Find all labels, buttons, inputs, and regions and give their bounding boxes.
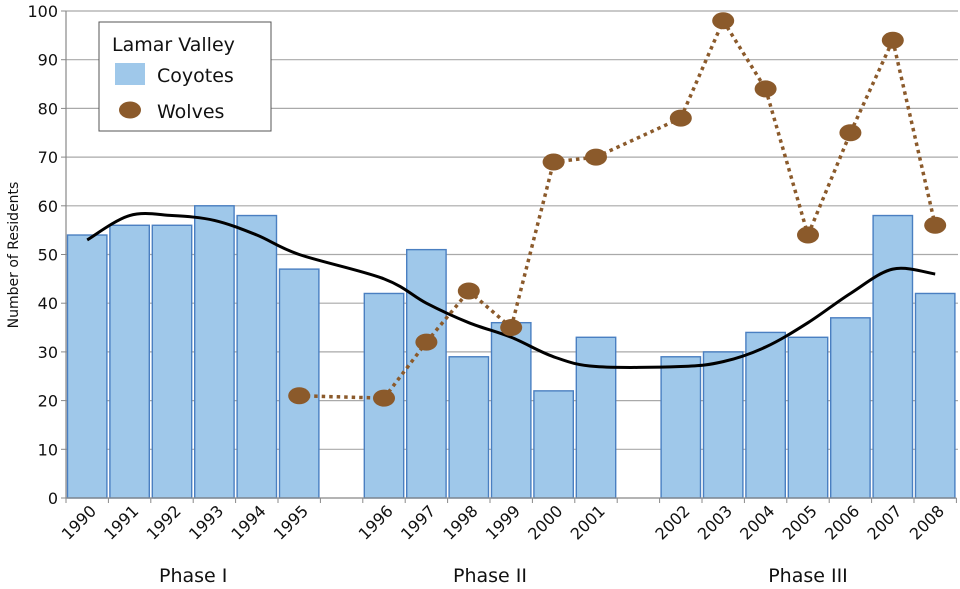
y-tick-label: 20: [38, 392, 58, 411]
wolves-line-segment: [806, 132, 853, 236]
point-wolves-2000: [542, 153, 565, 171]
coyote-bars: [66, 205, 956, 499]
bar-coyotes-2000: [533, 390, 575, 499]
bar-coyotes-1991: [109, 224, 151, 499]
y-tick-label: 80: [38, 99, 58, 118]
point-wolves-2007: [881, 31, 904, 49]
wolves-line-segment: [848, 39, 895, 134]
legend-title: Lamar Valley: [112, 34, 235, 56]
y-tick-label: 10: [38, 440, 58, 459]
point-wolves-2002: [669, 109, 692, 127]
legend-wolves-marker: [119, 101, 141, 119]
trend-line-path: [86, 212, 936, 369]
x-tick-label: 2003: [694, 501, 736, 543]
bar-coyotes-2007: [872, 214, 914, 499]
wolves-line-segment: [299, 393, 385, 400]
wolves-line-segment: [763, 88, 810, 236]
x-tick-label: 1995: [270, 501, 312, 543]
x-tick-label: 2000: [524, 501, 566, 543]
legend-wolves-label: Wolves: [157, 101, 224, 123]
y-tick-label: 100: [27, 2, 58, 21]
point-wolves-1996: [373, 389, 395, 407]
legend-coyotes-label: Coyotes: [157, 65, 234, 87]
y-axis-title: Number of Residents: [6, 182, 22, 329]
bar-coyotes-2004: [745, 331, 787, 499]
point-wolves-2003: [712, 12, 735, 30]
y-tick-labels: 0 10 20 30 40 50 60 70 80 90 100: [27, 2, 58, 508]
y-tick-label: 40: [38, 294, 58, 313]
x-tick-label: 1993: [185, 501, 227, 543]
bar-coyotes-2003: [702, 351, 744, 499]
point-wolves-2008: [924, 216, 947, 234]
wolves-line-segment: [891, 39, 937, 226]
bar-coyotes-1998: [448, 356, 490, 499]
wolves-line-segment: [595, 116, 682, 159]
wolves-line-segment: [425, 289, 471, 344]
y-tick-label: 0: [48, 489, 58, 508]
x-tick-label: 1997: [397, 501, 439, 543]
bar-coyotes-1994: [236, 214, 278, 499]
bar-coyotes-1997: [406, 248, 447, 499]
x-tick-labels: 1990 1991 1992 1993 1994 1995 1996 1997 1998 1999…: [58, 501, 948, 543]
x-tick-label: 2008: [906, 501, 948, 543]
y-tick-label: 70: [38, 148, 58, 167]
x-tick-label: 2005: [779, 501, 821, 543]
bar-coyotes-1990: [66, 234, 108, 499]
bar-coyotes-2006: [830, 317, 871, 499]
bar-coyotes-1995: [278, 268, 320, 499]
coyote-trend-line: [86, 212, 936, 369]
point-wolves-2001: [585, 148, 607, 166]
bar-coyotes-1996: [363, 292, 405, 499]
x-tick-label: 2006: [821, 501, 863, 543]
point-wolves-1999: [500, 319, 523, 337]
wolves-line-segment: [509, 161, 556, 328]
x-tick-label: 2004: [736, 501, 778, 543]
bar-coyotes-1993: [193, 205, 235, 499]
bar-coyotes-2008: [914, 292, 956, 499]
point-wolves-2005: [797, 226, 819, 244]
bar-coyotes-2001: [575, 336, 617, 499]
bar-coyotes-2005: [787, 336, 829, 499]
wolves-line-segment: [721, 19, 768, 90]
bar-coyotes-2002: [660, 356, 702, 499]
x-tick-label: 1990: [58, 501, 100, 543]
point-wolves-1997: [415, 333, 438, 351]
y-tick-label: 50: [38, 246, 58, 265]
point-wolves-2004: [754, 80, 777, 98]
x-tick-label: 1992: [143, 501, 185, 543]
phase-label: Phase III: [768, 565, 848, 587]
x-tick-label: 1996: [355, 501, 397, 543]
x-tick-label: 1994: [227, 501, 269, 543]
x-tick-label: 2002: [651, 501, 693, 543]
phase-label: Phase I: [159, 565, 227, 587]
x-tick-label: 1991: [100, 501, 142, 543]
wolves-series: [288, 12, 947, 407]
point-wolves-1998: [457, 282, 480, 300]
phase-label: Phase II: [453, 565, 527, 587]
x-tick-label: 1999: [482, 501, 524, 543]
point-wolves-2006: [839, 124, 862, 142]
legend-coyotes-swatch: [115, 63, 145, 85]
bar-coyotes-1999: [490, 321, 532, 499]
x-tick-label: 2001: [567, 501, 609, 543]
legend: Lamar Valley Coyotes Wolves: [98, 21, 272, 132]
axes: [65, 11, 957, 503]
wolves-line-segment: [679, 20, 725, 119]
x-tick-label: 1998: [439, 501, 481, 543]
y-tick-label: 30: [38, 343, 58, 362]
x-tick-label: 2007: [863, 501, 905, 543]
y-tick-label: 90: [38, 51, 58, 70]
phase-labels: Phase I Phase II Phase III: [159, 565, 848, 587]
bar-coyotes-1992: [151, 224, 193, 499]
point-wolves-1995: [288, 387, 311, 405]
y-tick-label: 60: [38, 197, 58, 216]
